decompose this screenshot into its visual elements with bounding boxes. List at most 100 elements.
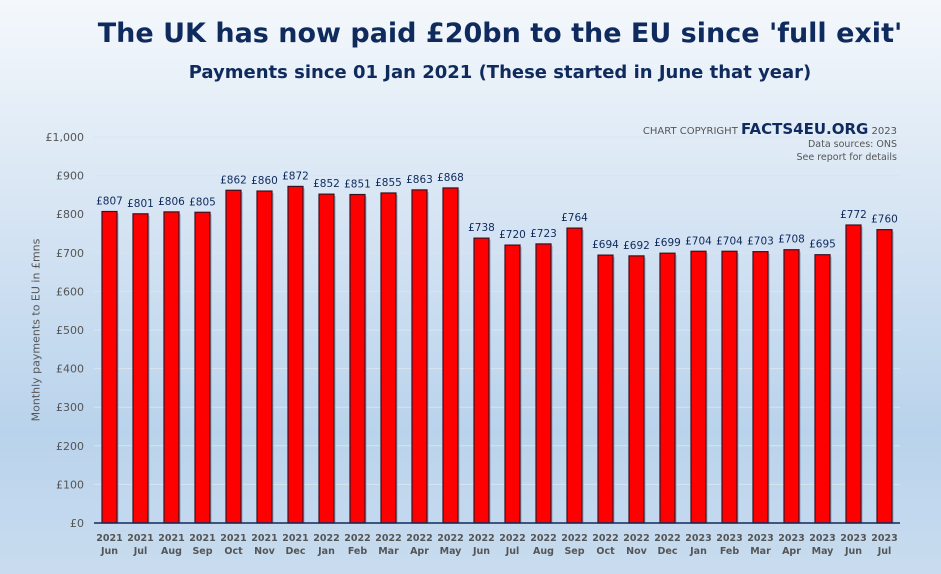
data-label: £694 [592,239,619,251]
y-tick-label: £600 [56,285,84,298]
data-label: £764 [561,212,588,224]
data-label: £772 [840,209,867,221]
y-tick-label: £0 [70,517,84,530]
x-tick-month: Mar [750,546,771,557]
data-label: £695 [809,239,836,251]
data-label: £868 [437,172,464,184]
bar [194,211,211,524]
data-label: £699 [654,237,681,249]
x-tick-month: Feb [348,546,368,557]
bar [380,192,397,524]
x-tick-month: Aug [161,546,182,557]
copyright-year: 2023 [871,126,897,137]
x-tick-year: 2021 [158,533,184,544]
report-note: See report for details [796,152,897,163]
y-tick-label: £300 [56,401,84,414]
data-label: £806 [158,196,185,208]
x-tick-month: Jan [317,546,335,557]
x-tick-year: 2023 [747,533,773,544]
x-tick-month: Oct [224,546,243,557]
bar [628,255,645,524]
x-tick-year: 2022 [468,533,494,544]
x-tick-year: 2021 [127,533,153,544]
x-tick-month: Jul [133,546,148,557]
x-tick-month: Sep [192,546,212,557]
bar [535,243,552,524]
x-tick-year: 2022 [313,533,339,544]
x-tick-year: 2022 [530,533,556,544]
y-tick-label: £700 [56,247,84,260]
bar [225,189,242,524]
bar [442,187,459,524]
x-tick-year: 2022 [592,533,618,544]
data-label: £851 [344,179,371,191]
bar [783,249,800,524]
bar [566,227,583,524]
x-tick-month: Mar [378,546,399,557]
x-tick-year: 2023 [685,533,711,544]
data-label: £760 [871,214,898,226]
x-tick-year: 2021 [251,533,277,544]
chart-subtitle: Payments since 01 Jan 2021 (These starte… [188,62,812,83]
x-tick-year: 2021 [220,533,246,544]
data-label: £860 [251,175,278,187]
data-label: £807 [96,195,123,207]
x-tick-month: Jun [100,546,118,557]
y-tick-label: £800 [56,208,84,221]
bar [287,185,304,524]
data-label: £801 [127,198,154,210]
x-tick-year: 2021 [96,533,122,544]
x-tick-year: 2023 [871,533,897,544]
x-tick-month: May [440,546,463,557]
bar [721,250,738,524]
x-tick-month: Nov [254,546,275,557]
x-tick-month: Jul [505,546,520,557]
data-label: £805 [189,196,216,208]
x-tick-year: 2022 [375,533,401,544]
data-label: £862 [220,174,247,186]
x-tick-year: 2023 [840,533,866,544]
x-tick-month: Oct [596,546,615,557]
x-tick-month: Dec [658,546,678,557]
data-label: £738 [468,222,495,234]
x-tick-year: 2022 [406,533,432,544]
y-tick-label: £900 [56,170,84,183]
x-tick-year: 2022 [654,533,680,544]
x-tick-month: Aug [533,546,554,557]
x-tick-year: 2021 [282,533,308,544]
y-tick-label: £200 [56,440,84,453]
bar [349,193,366,524]
x-tick-year: 2022 [499,533,525,544]
data-label: £872 [282,170,309,182]
x-tick-year: 2022 [344,533,370,544]
bar [504,244,521,524]
data-label: £692 [623,240,650,252]
bar [101,210,118,524]
data-label: £855 [375,177,402,189]
bar [690,250,707,524]
data-label: £720 [499,229,526,241]
x-tick-month: Jun [472,546,490,557]
bar [132,213,149,524]
data-label: £703 [747,236,774,248]
x-tick-month: Jan [689,546,707,557]
x-tick-month: Apr [410,546,429,557]
x-tick-month: May [812,546,835,557]
bar [411,189,428,524]
data-label: £863 [406,174,433,186]
bar [876,229,893,524]
bar [752,251,769,524]
data-sources: Data sources: ONS [807,139,897,150]
copyright-block: CHART COPYRIGHT FACTS4EU.ORG 2023 Data s… [643,120,897,164]
bar [659,252,676,524]
bar [845,224,862,524]
copyright-prefix: CHART COPYRIGHT [642,126,738,137]
x-tick-year: 2023 [716,533,742,544]
bar [318,193,335,524]
y-tick-label: £500 [56,324,84,337]
bar [597,254,614,524]
x-tick-year: 2022 [561,533,587,544]
y-tick-label: £400 [56,363,84,376]
x-tick-month: Nov [626,546,647,557]
